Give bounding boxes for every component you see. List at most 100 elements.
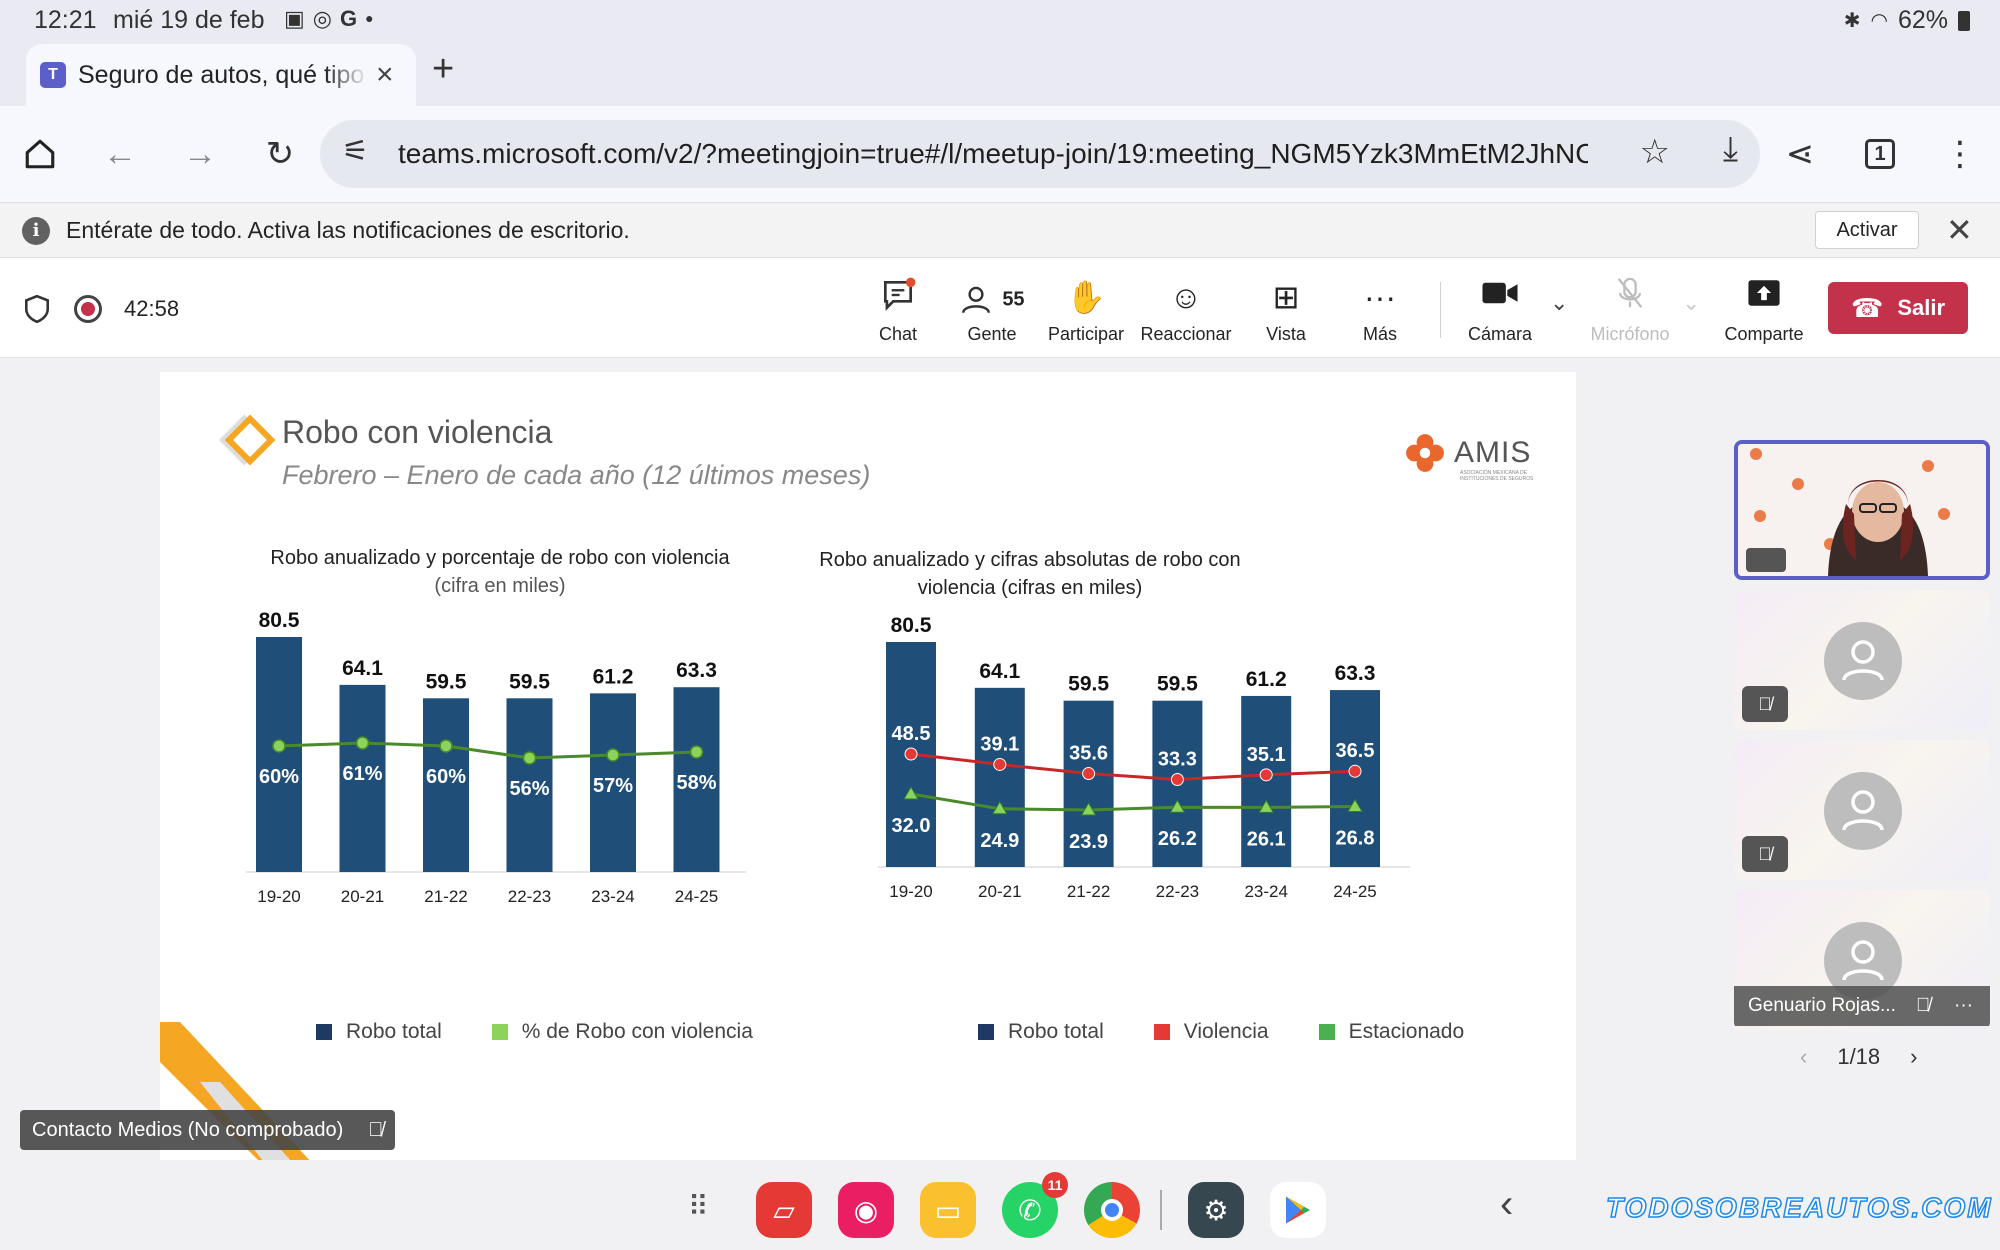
share-button[interactable]: ⋖ — [1774, 128, 1826, 180]
point-estacionado — [1080, 802, 1097, 816]
point-violencia — [1259, 768, 1273, 782]
chat-button[interactable]: Chat — [850, 276, 946, 345]
play-store-icon — [1286, 1196, 1310, 1224]
view-button[interactable]: ⊞ Vista — [1238, 276, 1334, 345]
notes-icon: ▱ — [773, 1194, 795, 1226]
dock-app-files[interactable]: ▭ — [920, 1182, 976, 1238]
close-tab-icon[interactable]: × — [376, 58, 394, 91]
line-pct-violencia — [278, 741, 697, 760]
legend-label: Estacionado — [1348, 1020, 1465, 1043]
hand-icon: ✋ — [1066, 279, 1106, 315]
legend-swatch — [1153, 1024, 1170, 1040]
bar-robo-total — [673, 687, 720, 872]
home-button[interactable] — [14, 128, 66, 180]
bookmark-star-icon[interactable]: ☆ — [1639, 133, 1670, 171]
raise-hand-button[interactable]: ✋ Participar — [1038, 276, 1134, 345]
meeting-timer: 42:58 — [124, 296, 180, 321]
more-button[interactable]: ··· Más — [1332, 276, 1428, 345]
point-estacionado — [1258, 799, 1275, 813]
violencia-label: 48.5 — [892, 723, 931, 745]
app-drawer-icon[interactable]: ⠿ — [688, 1191, 711, 1222]
legend-item-estacionado: Estacionado — [1318, 1020, 1465, 1044]
bar-value-label: 63.3 — [676, 659, 717, 682]
people-label: Gente — [967, 324, 1017, 344]
camera-options-chevron-icon[interactable]: ⌄ — [1550, 290, 1569, 315]
share-screen-icon — [1714, 276, 1814, 318]
x-tick-label: 20-21 — [978, 882, 1021, 901]
amis-flower-icon — [1406, 434, 1444, 472]
legend-swatch — [978, 1024, 994, 1040]
bar-value-label: 80.5 — [891, 614, 932, 637]
bar-robo-total — [1063, 700, 1114, 867]
people-button[interactable]: 55 Gente — [944, 276, 1040, 345]
nav-back-icon[interactable]: ‹ — [1500, 1182, 1514, 1226]
more-options-icon[interactable]: ··· — [1954, 995, 1973, 1016]
legend-label: Violencia — [1183, 1020, 1269, 1043]
estacionado-label: 32.0 — [892, 815, 931, 837]
participant-tile[interactable]: 🎙̸ — [1734, 740, 1990, 880]
dock-app-chrome[interactable] — [1084, 1182, 1140, 1238]
new-tab-button[interactable]: + — [432, 48, 455, 90]
back-button[interactable]: ← — [94, 128, 146, 180]
avatar — [1824, 772, 1902, 850]
react-button[interactable]: ☺ Reaccionar — [1138, 276, 1234, 345]
tab-count: 1 — [1865, 139, 1895, 169]
leave-label: Salir — [1897, 295, 1946, 320]
address-bar[interactable]: ⚟ teams.microsoft.com/v2/?meetingjoin=tr… — [320, 120, 1760, 188]
share-content-button[interactable]: Comparte — [1714, 276, 1814, 345]
dock-app-camera[interactable]: ◉ — [838, 1182, 894, 1238]
close-notification-icon[interactable]: ✕ — [1946, 212, 1973, 248]
pct-label: 57% — [593, 775, 633, 797]
point-pct-violencia — [355, 736, 370, 750]
mic-options-chevron-icon[interactable]: ⌄ — [1682, 290, 1701, 315]
point-violencia — [1348, 764, 1362, 778]
avatar — [1824, 622, 1902, 700]
participant-tile-named[interactable]: Genuario Rojas... 🎙̸ ··· — [1734, 890, 1990, 1030]
vista-label: Vista — [1266, 324, 1306, 344]
dot-icon: ● — [365, 10, 374, 26]
participant-name: Genuario Rojas... — [1748, 995, 1896, 1016]
violencia-label: 36.5 — [1336, 740, 1375, 762]
speaker-name: Contacto Medios (No comprobado) — [32, 1119, 344, 1141]
participant-tile-video[interactable] — [1734, 440, 1990, 580]
dock-app-play-store[interactable] — [1270, 1182, 1326, 1238]
meeting-stage: Robo con violencia Febrero – Enero de ca… — [0, 358, 2000, 1164]
microphone-button[interactable]: Micrófono — [1582, 276, 1678, 345]
line-violencia — [910, 752, 1356, 782]
tab-switcher-button[interactable]: 1 — [1854, 128, 1906, 180]
meeting-controls-bar: 42:58 Chat 55 Gente ✋ Participar ☺ Reacc… — [0, 258, 2000, 358]
reload-button[interactable]: ↻ — [254, 128, 306, 180]
activar-button[interactable]: Activar — [1815, 211, 1919, 249]
site-settings-icon[interactable]: ⚟ — [342, 135, 369, 168]
battery-level: 62% — [1897, 6, 1948, 34]
leave-button[interactable]: ☎ Salir — [1828, 282, 1968, 334]
legend-swatch — [491, 1024, 508, 1040]
muted-mic-icon: 🎙̸ — [1742, 686, 1788, 722]
bar-value-label: 59.5 — [509, 670, 550, 693]
bar-value-label: 64.1 — [979, 660, 1020, 683]
mic-off-icon — [1582, 276, 1678, 318]
download-icon[interactable]: ⤓ — [1722, 130, 1738, 168]
url-text[interactable]: teams.microsoft.com/v2/?meetingjoin=true… — [398, 138, 1588, 169]
menu-button[interactable]: ⋮ — [1934, 128, 1986, 180]
forward-button[interactable]: → — [174, 128, 226, 180]
pager-next-icon[interactable]: › — [1910, 1044, 1918, 1069]
legend-label: Robo total — [346, 1020, 442, 1043]
status-bar: 12:21 mié 19 de feb ▣ ◎ G ● ✱ ◠ 62% — [0, 0, 2000, 40]
point-estacionado — [1169, 799, 1186, 813]
kebab-menu-icon: ⋮ — [1943, 135, 1977, 173]
amis-logo-text: AMIS — [1454, 436, 1532, 469]
participant-tile[interactable]: 🎙̸ — [1734, 590, 1990, 730]
battery-icon — [1958, 10, 1970, 31]
dock-app-whatsapp[interactable]: ✆ 11 — [1002, 1172, 1068, 1238]
pager-prev-icon[interactable]: ‹ — [1800, 1044, 1808, 1069]
bar-robo-total — [506, 698, 553, 872]
dock-app-settings[interactable]: ⚙ — [1188, 1182, 1244, 1238]
gear-icon: ⚙ — [1203, 1194, 1229, 1226]
camera-button[interactable]: Cámara — [1452, 276, 1548, 345]
legend-label: % de Robo con violencia — [521, 1020, 753, 1043]
participants-pager: ‹ 1/18 › — [1800, 1044, 1917, 1070]
dock-app-notes[interactable]: ▱ — [756, 1182, 812, 1238]
slide-title: Robo con violencia — [282, 414, 553, 450]
browser-tab[interactable]: T Seguro de autos, qué tipo de × — [26, 44, 416, 106]
